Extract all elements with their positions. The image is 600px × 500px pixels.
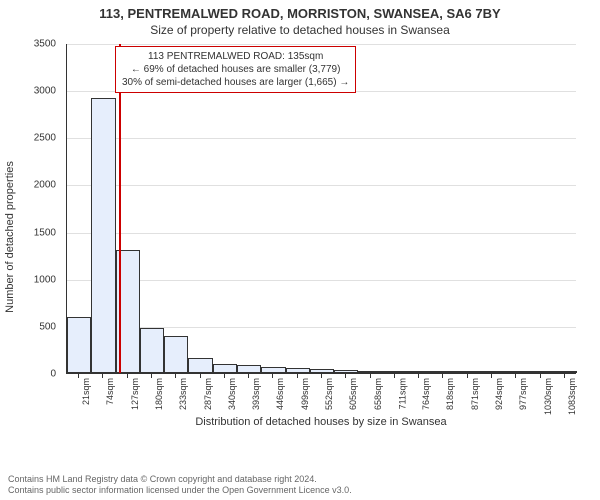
x-axis-label: Distribution of detached houses by size …: [66, 416, 576, 428]
histogram-bar: [334, 370, 358, 373]
histogram-bar: [383, 371, 407, 373]
y-tick-label: 0: [50, 369, 56, 380]
x-tick-mark: [272, 374, 273, 378]
x-tick-mark: [564, 374, 565, 378]
bars-group: [67, 44, 576, 373]
x-tick-mark: [151, 374, 152, 378]
x-tick-mark: [78, 374, 79, 378]
y-tick-label: 1500: [34, 227, 56, 238]
x-tick-label: 21sqm: [81, 378, 91, 405]
legend-line-1: 113 PENTREMALWED ROAD: 135sqm: [122, 50, 349, 63]
x-tick-label: 287sqm: [203, 378, 213, 410]
histogram-bar: [358, 371, 382, 373]
x-tick-label: 1030sqm: [543, 378, 553, 415]
x-tick-mark: [297, 374, 298, 378]
x-tick-mark: [224, 374, 225, 378]
histogram-bar: [553, 371, 577, 373]
y-tick-label: 500: [39, 321, 56, 332]
x-tick-label: 871sqm: [470, 378, 480, 410]
x-tick-label: 393sqm: [251, 378, 261, 410]
histogram-bar: [480, 371, 504, 373]
x-tick-label: 818sqm: [445, 378, 455, 410]
footer-line-1: Contains HM Land Registry data © Crown c…: [8, 474, 352, 485]
x-tick-label: 180sqm: [154, 378, 164, 410]
plot-area: [66, 44, 576, 374]
histogram-bar: [431, 371, 455, 373]
x-tick-label: 1083sqm: [567, 378, 577, 415]
x-tick-mark: [127, 374, 128, 378]
title-sub: Size of property relative to detached ho…: [0, 21, 600, 37]
x-tick-mark: [540, 374, 541, 378]
histogram-bar: [188, 358, 212, 373]
x-tick-label: 340sqm: [227, 378, 237, 410]
legend-line-2: ← 69% of detached houses are smaller (3,…: [122, 63, 349, 76]
title-main: 113, PENTREMALWED ROAD, MORRISTON, SWANS…: [0, 0, 600, 21]
histogram-bar: [528, 371, 552, 373]
x-tick-label: 764sqm: [421, 378, 431, 410]
x-tick-label: 605sqm: [348, 378, 358, 410]
histogram-bar: [504, 371, 528, 373]
histogram-bar: [67, 317, 91, 373]
x-tick-label: 977sqm: [518, 378, 528, 410]
x-tick-mark: [394, 374, 395, 378]
x-tick-mark: [467, 374, 468, 378]
histogram-bar: [286, 368, 310, 373]
y-axis-ticks: 0500100015002000250030003500: [18, 44, 62, 374]
x-tick-mark: [200, 374, 201, 378]
x-tick-label: 711sqm: [397, 378, 407, 409]
chart-container: 113, PENTREMALWED ROAD, MORRISTON, SWANS…: [0, 0, 600, 500]
y-tick-label: 1000: [34, 274, 56, 285]
footer-line-2: Contains public sector information licen…: [8, 485, 352, 496]
reference-line: [119, 44, 121, 373]
y-tick-label: 3500: [34, 39, 56, 50]
x-tick-label: 499sqm: [300, 378, 310, 410]
x-tick-label: 127sqm: [130, 378, 140, 410]
histogram-bar: [310, 369, 334, 373]
legend-box: 113 PENTREMALWED ROAD: 135sqm ← 69% of d…: [115, 46, 356, 93]
x-tick-mark: [248, 374, 249, 378]
x-tick-mark: [491, 374, 492, 378]
histogram-bar: [164, 336, 188, 373]
histogram-bar: [261, 367, 285, 373]
x-tick-mark: [370, 374, 371, 378]
x-tick-label: 233sqm: [178, 378, 188, 410]
footer-attribution: Contains HM Land Registry data © Crown c…: [8, 474, 352, 497]
x-tick-label: 658sqm: [373, 378, 383, 410]
x-tick-label: 924sqm: [494, 378, 504, 410]
histogram-bar: [237, 365, 261, 373]
legend-line-3: 30% of semi-detached houses are larger (…: [122, 76, 349, 89]
x-tick-mark: [321, 374, 322, 378]
histogram-bar: [407, 371, 431, 373]
x-tick-label: 74sqm: [105, 378, 115, 405]
x-tick-mark: [515, 374, 516, 378]
x-tick-mark: [102, 374, 103, 378]
y-tick-label: 2000: [34, 180, 56, 191]
y-tick-label: 3000: [34, 86, 56, 97]
histogram-bar: [91, 98, 115, 373]
y-tick-label: 2500: [34, 133, 56, 144]
chart-area: Number of detached properties 0500100015…: [18, 44, 582, 430]
histogram-bar: [213, 364, 237, 373]
histogram-bar: [456, 371, 480, 373]
x-tick-mark: [345, 374, 346, 378]
x-tick-mark: [418, 374, 419, 378]
histogram-bar: [140, 328, 164, 373]
x-tick-mark: [442, 374, 443, 378]
x-tick-label: 552sqm: [324, 378, 334, 410]
x-tick-mark: [175, 374, 176, 378]
x-tick-label: 446sqm: [275, 378, 285, 410]
y-axis-label: Number of detached properties: [4, 161, 16, 313]
